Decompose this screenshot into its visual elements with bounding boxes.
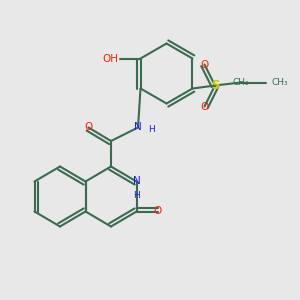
Text: OH: OH: [102, 53, 118, 64]
Text: H: H: [148, 124, 155, 134]
Text: O: O: [200, 101, 208, 112]
Text: H: H: [133, 190, 140, 200]
Text: N: N: [134, 122, 142, 133]
Text: O: O: [200, 59, 208, 70]
Text: O: O: [153, 206, 162, 217]
Text: N: N: [133, 176, 140, 187]
Text: S: S: [211, 79, 219, 92]
Text: O: O: [84, 122, 93, 133]
Text: CH₂: CH₂: [232, 78, 249, 87]
Text: CH₃: CH₃: [272, 78, 288, 87]
